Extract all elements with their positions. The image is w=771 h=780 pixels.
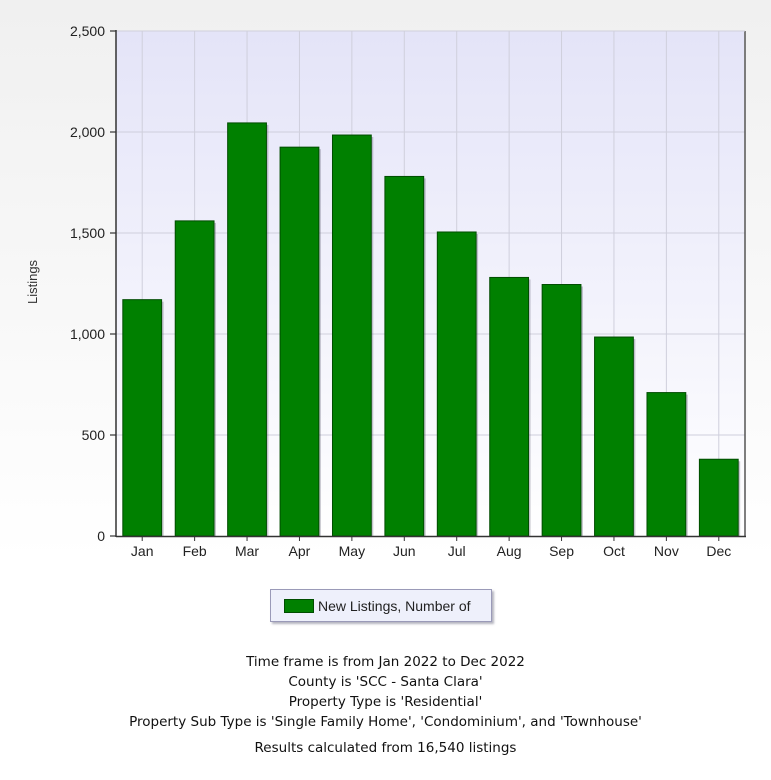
x-tick-label: Nov [654,543,679,559]
y-tick-label: 1,000 [70,326,105,342]
x-tick-label: Dec [706,543,731,559]
x-tick-label: Jun [393,543,416,559]
x-tick-label: Mar [235,543,259,559]
bar [594,336,634,537]
bar [279,146,320,537]
bar [174,220,215,537]
x-tick-label: Feb [183,543,207,559]
y-tick-label: 0 [97,528,105,544]
y-tick-label: 500 [82,427,106,443]
x-tick-label: Jan [131,543,154,559]
footer-results-count: Results calculated from 16,540 listings [254,740,517,756]
bar [331,134,372,537]
bar [698,458,739,537]
x-tick-label: Oct [603,543,625,559]
x-tick-label: May [339,543,365,559]
bar [122,299,163,537]
footer-time-frame: Time frame is from Jan 2022 to Dec 2022 [246,654,525,670]
footer-property-type: Property Type is 'Residential' [288,694,483,710]
plot-area [116,31,744,536]
x-tick-label: Apr [289,543,311,559]
y-tick-label: 2,500 [70,23,105,39]
y-axis-title: Listings [25,259,40,304]
footer-county: County is 'SCC - Santa Clara' [288,674,483,690]
bar [489,276,530,537]
x-tick-label: Sep [549,543,574,559]
y-tick-label: 1,500 [70,225,105,241]
x-tick-label: Jul [448,543,466,559]
bar [541,284,582,537]
y-tick-label: 2,000 [70,124,105,140]
y-axis-ticks: 0 500 1,000 1,500 2,000 2,500 [70,23,116,544]
bar [646,392,687,537]
bar [436,231,477,537]
chart-legend: New Listings, Number of [270,589,492,622]
legend-swatch [284,598,314,613]
x-axis-ticks: Jan Feb Mar Apr May Jun Jul Aug Sep Oct Nov Dec [131,536,731,559]
bar [227,122,267,537]
legend-label: New Listings, Number of [318,597,471,614]
bar-chart: 0 500 1,000 1,500 2,000 2,500 Jan Feb Mar Apr May… [25,23,746,559]
footer-property-sub-type: Property Sub Type is 'Single Family Home… [129,714,642,730]
bar [384,175,425,537]
report-footer: Time frame is from Jan 2022 to Dec 2022 … [0,652,771,758]
bars [122,122,741,537]
x-tick-label: Aug [497,543,522,559]
